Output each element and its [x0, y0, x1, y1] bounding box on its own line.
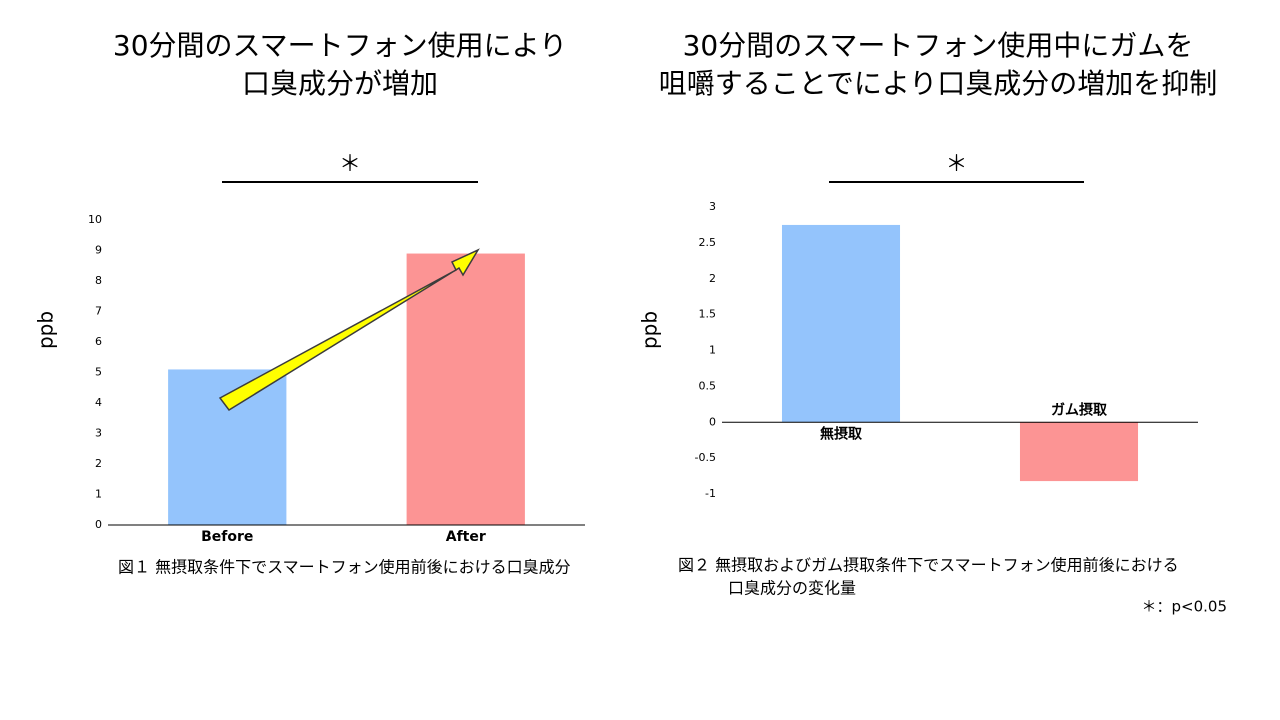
chart-title: 口臭成分が増加	[242, 67, 438, 100]
trend-arrow	[218, 248, 480, 411]
y-tick-label: 8	[95, 274, 102, 287]
y-tick-label: 0	[709, 415, 716, 428]
bar	[1019, 422, 1139, 482]
y-tick-label: 7	[95, 305, 102, 318]
y-tick-label: 3	[95, 427, 102, 440]
y-tick-label: 6	[95, 335, 102, 348]
y-tick-label: -0.5	[695, 451, 716, 464]
y-axis-label: ppb	[34, 311, 58, 349]
y-tick-label: -1	[705, 487, 716, 500]
y-tick-label: 0.5	[699, 379, 717, 392]
chart-title: 咀嚼することでにより口臭成分の増加を抑制	[659, 67, 1218, 100]
caption: 口臭成分の変化量	[728, 579, 856, 598]
bar	[406, 253, 525, 526]
y-tick-label: 5	[95, 366, 102, 379]
y-tick-label: 3	[709, 200, 716, 213]
caption: 図２ 無摂取およびガム摂取条件下でスマートフォン使用前後における	[678, 556, 1179, 575]
y-tick-label: 2.5	[699, 236, 717, 249]
bar	[168, 369, 287, 525]
y-tick-label: 10	[88, 213, 102, 226]
x-tick-label: ガム摂取	[1051, 401, 1108, 418]
x-tick-label: After	[446, 529, 486, 545]
chart-title: 30分間のスマートフォン使用により	[113, 29, 567, 62]
y-tick-label: 2	[95, 457, 102, 470]
significance-mark: ＊	[339, 152, 361, 177]
y-tick-label: 4	[95, 396, 102, 409]
x-tick-label: 無摂取	[820, 425, 863, 442]
bar	[781, 224, 901, 423]
footnote: ＊：p<0.05	[1142, 598, 1228, 616]
significance-mark: ＊	[945, 152, 967, 177]
y-tick-label: 2	[709, 272, 716, 285]
y-tick-label: 0	[95, 518, 102, 531]
y-tick-label: 1.5	[699, 308, 717, 321]
y-axis-label: ppb	[638, 311, 662, 349]
chart-title: 30分間のスマートフォン使用中にガムを	[683, 29, 1194, 62]
y-tick-label: 1	[95, 488, 102, 501]
y-tick-label: 9	[95, 244, 102, 257]
y-tick-label: 1	[709, 344, 716, 357]
x-tick-label: Before	[201, 529, 253, 545]
caption: 図１ 無摂取条件下でスマートフォン使用前後における口臭成分	[118, 558, 571, 577]
